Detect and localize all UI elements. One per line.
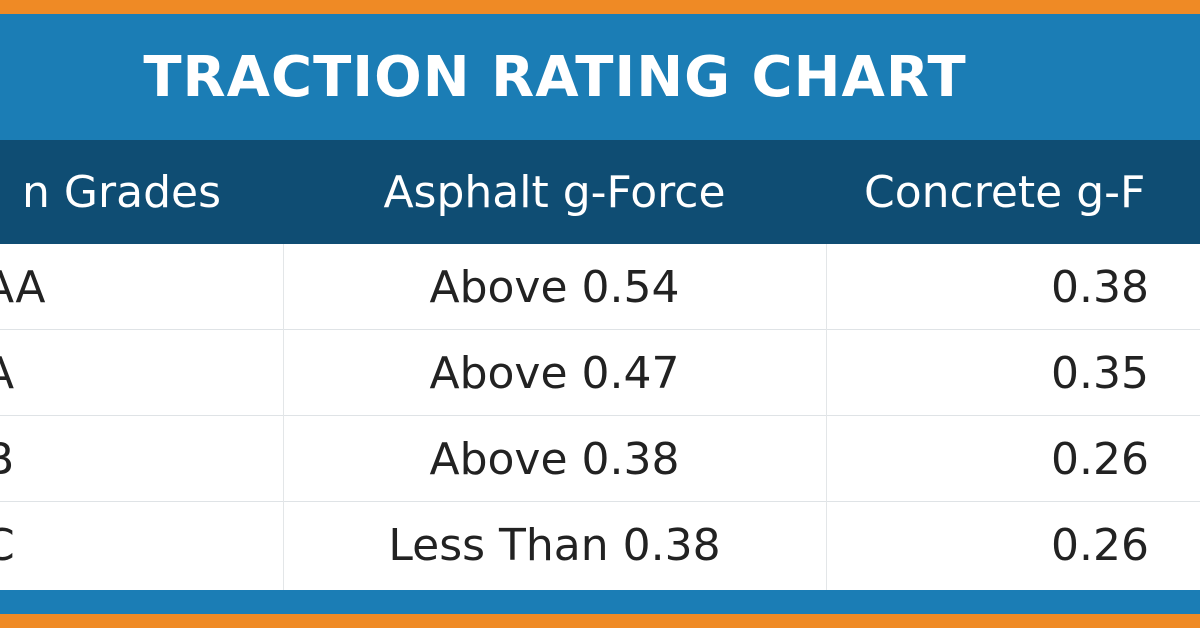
column-header-asphalt: Asphalt g-Force: [383, 166, 726, 218]
table-row: AA Above 0.54 0.38: [0, 244, 1200, 330]
bottom-orange-border: [0, 614, 1200, 628]
concrete-cell: 0.26: [1051, 433, 1149, 485]
column-divider: [826, 244, 827, 590]
grade-cell: B: [0, 416, 184, 502]
chart-title: TRACTION RATING CHART: [143, 44, 967, 110]
table-body: AA Above 0.54 0.38 A Above 0.47 0.35 B A…: [0, 244, 1200, 590]
top-orange-border: [0, 0, 1200, 14]
asphalt-cell: Above 0.47: [429, 347, 680, 399]
table-row: B Above 0.38 0.26: [0, 416, 1200, 502]
table-row: A Above 0.47 0.35: [0, 330, 1200, 416]
asphalt-cell: Above 0.54: [429, 261, 680, 313]
table-header-row: n Grades Asphalt g-Force Concrete g-F: [0, 140, 1200, 244]
column-header-grades: n Grades: [22, 166, 221, 218]
column-divider: [283, 244, 284, 590]
concrete-cell: 0.35: [1051, 347, 1149, 399]
title-banner: TRACTION RATING CHART: [0, 14, 1200, 140]
grade-cell: A: [0, 330, 184, 416]
table-row: C Less Than 0.38 0.26: [0, 502, 1200, 588]
column-header-concrete: Concrete g-F: [864, 166, 1146, 218]
grade-cell: AA: [0, 261, 46, 313]
concrete-cell: 0.38: [1051, 261, 1149, 313]
asphalt-cell: Above 0.38: [429, 433, 680, 485]
grade-cell: C: [0, 502, 184, 588]
asphalt-cell: Less Than 0.38: [388, 519, 721, 571]
concrete-cell: 0.26: [1051, 519, 1149, 571]
bottom-blue-border: [0, 590, 1200, 614]
